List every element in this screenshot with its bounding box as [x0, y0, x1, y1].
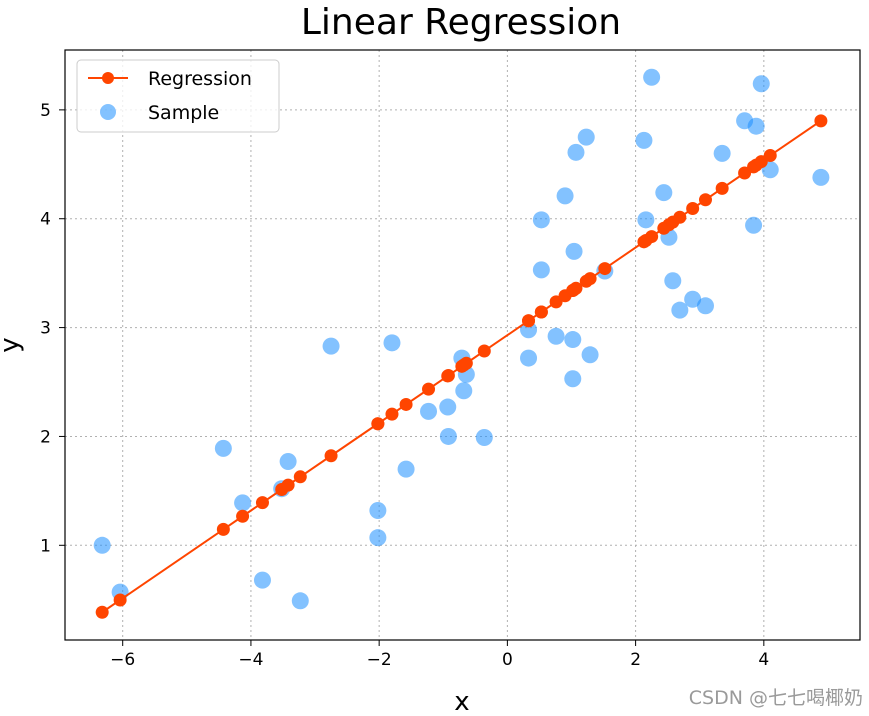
sample-point: [520, 350, 537, 367]
legend: Regression Sample: [77, 60, 279, 132]
y-tick-label: 5: [40, 101, 51, 121]
legend-regression-label: Regression: [148, 68, 252, 90]
y-tick-label: 3: [40, 319, 51, 339]
legend-sample-label: Sample: [148, 102, 219, 124]
regression-point: [584, 272, 597, 285]
sample-point: [280, 453, 297, 470]
regression-point: [478, 344, 491, 357]
sample-point: [476, 429, 493, 446]
sample-point: [234, 494, 251, 511]
sample-point: [697, 297, 714, 314]
legend-sample-marker: [100, 104, 116, 120]
regression-point: [282, 479, 295, 492]
regression-point: [764, 149, 777, 162]
sample-point: [748, 118, 765, 135]
regression-point: [716, 182, 729, 195]
sample-point: [564, 331, 581, 348]
grid: [65, 50, 860, 640]
sample-point: [566, 243, 583, 260]
sample-point: [714, 145, 731, 162]
sample-point: [215, 440, 232, 457]
y-axis-label: y: [0, 337, 25, 352]
regression-point: [217, 523, 230, 536]
sample-point: [643, 69, 660, 86]
regression-point: [598, 262, 611, 275]
sample-point: [582, 346, 599, 363]
regression-point: [294, 470, 307, 483]
sample-point: [567, 144, 584, 161]
regression-point: [686, 202, 699, 215]
sample-point: [745, 217, 762, 234]
sample-point: [557, 187, 574, 204]
sample-point: [439, 399, 456, 416]
y-tick-label: 1: [40, 536, 51, 556]
watermark: CSDN @七七喝椰奶: [689, 683, 863, 710]
sample-point: [564, 370, 581, 387]
regression-point: [522, 314, 535, 327]
regression-point: [96, 606, 109, 619]
regression-series: [96, 114, 828, 618]
sample-point: [369, 529, 386, 546]
regression-point: [385, 408, 398, 421]
x-tick-label: −6: [110, 650, 135, 670]
regression-point: [236, 510, 249, 523]
x-tick-label: −2: [367, 650, 392, 670]
chart-title: Linear Regression: [301, 2, 621, 43]
y-tick-label: 4: [40, 210, 51, 230]
sample-point: [398, 461, 415, 478]
plot-frame: [65, 50, 860, 640]
regression-point: [256, 496, 269, 509]
sample-point: [420, 403, 437, 420]
x-tick-label: 0: [502, 650, 513, 670]
sample-point: [548, 328, 565, 345]
sample-point: [655, 184, 672, 201]
sample-point: [369, 502, 386, 519]
y-tick-label: 2: [40, 427, 51, 447]
sample-point: [383, 334, 400, 351]
sample-point: [455, 382, 472, 399]
regression-point: [673, 211, 686, 224]
sample-point: [812, 169, 829, 186]
x-tick-label: 2: [630, 650, 641, 670]
sample-point: [323, 338, 340, 355]
sample-points: [94, 69, 830, 610]
sample-point: [753, 75, 770, 92]
regression-point: [460, 357, 473, 370]
regression-point: [699, 193, 712, 206]
sample-point: [292, 592, 309, 609]
regression-point: [114, 593, 127, 606]
regression-point: [645, 230, 658, 243]
sample-point: [533, 211, 550, 228]
regression-point: [422, 383, 435, 396]
sample-point: [440, 428, 457, 445]
sample-point: [94, 537, 111, 554]
sample-point: [533, 261, 550, 278]
regression-point: [442, 369, 455, 382]
regression-point: [400, 398, 413, 411]
regression-point: [371, 417, 384, 430]
regression-point: [814, 114, 827, 127]
regression-point: [325, 449, 338, 462]
sample-point: [254, 572, 271, 589]
x-tick-label: 4: [758, 650, 769, 670]
sample-point: [578, 129, 595, 146]
legend-regression-marker: [102, 72, 114, 84]
sample-point: [664, 272, 681, 289]
sample-point: [635, 132, 652, 149]
sample-point: [637, 211, 654, 228]
regression-point: [535, 305, 548, 318]
x-axis-label: x: [454, 687, 469, 712]
x-tick-label: −4: [238, 650, 263, 670]
